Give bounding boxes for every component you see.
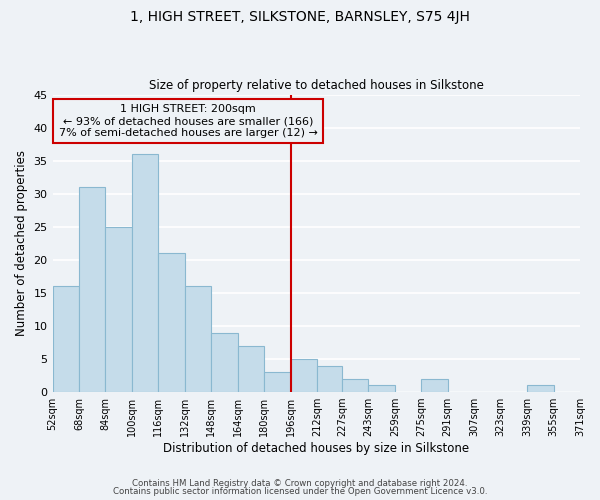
X-axis label: Distribution of detached houses by size in Silkstone: Distribution of detached houses by size … [163,442,469,455]
Bar [79,187,106,392]
Bar [527,386,554,392]
Bar [132,154,158,392]
Bar [158,253,185,392]
Bar [211,332,238,392]
Bar [342,379,368,392]
Bar [238,346,264,392]
Bar [106,227,132,392]
Bar [421,379,448,392]
Text: 1 HIGH STREET: 200sqm
← 93% of detached houses are smaller (166)
7% of semi-deta: 1 HIGH STREET: 200sqm ← 93% of detached … [59,104,317,138]
Title: Size of property relative to detached houses in Silkstone: Size of property relative to detached ho… [149,79,484,92]
Bar [53,286,79,392]
Bar [317,366,342,392]
Text: 1, HIGH STREET, SILKSTONE, BARNSLEY, S75 4JH: 1, HIGH STREET, SILKSTONE, BARNSLEY, S75… [130,10,470,24]
Text: Contains public sector information licensed under the Open Government Licence v3: Contains public sector information licen… [113,487,487,496]
Bar [368,386,395,392]
Bar [264,372,290,392]
Bar [185,286,211,392]
Y-axis label: Number of detached properties: Number of detached properties [15,150,28,336]
Text: Contains HM Land Registry data © Crown copyright and database right 2024.: Contains HM Land Registry data © Crown c… [132,478,468,488]
Bar [290,359,317,392]
